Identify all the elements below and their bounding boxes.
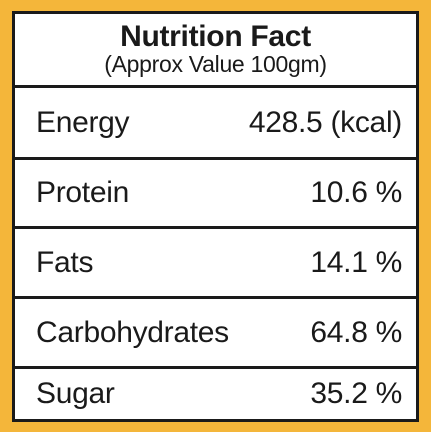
nutrition-title: Nutrition Fact xyxy=(120,20,311,53)
row-label: Carbohydrates xyxy=(36,315,229,349)
row-value: 35.2 % xyxy=(310,377,402,410)
row-label: Fats xyxy=(36,245,94,279)
row-value: 10.6 % xyxy=(310,176,402,209)
table-row-energy: Energy 428.5 (kcal) xyxy=(15,88,416,160)
row-label: Sugar xyxy=(36,377,115,410)
row-value: 428.5 (kcal) xyxy=(248,105,402,139)
table-row-protein: Protein 10.6 % xyxy=(15,160,416,229)
nutrition-subtitle: (Approx Value 100gm) xyxy=(104,51,327,77)
table-row-sugar: Sugar 35.2 % xyxy=(15,369,416,419)
nutrition-table: Nutrition Fact (Approx Value 100gm) Ener… xyxy=(12,11,419,422)
row-label: Energy xyxy=(36,105,130,139)
row-value: 14.1 % xyxy=(310,245,402,279)
row-label: Protein xyxy=(36,176,129,209)
table-row-carbohydrates: Carbohydrates 64.8 % xyxy=(15,299,416,369)
row-value: 64.8 % xyxy=(310,315,402,349)
nutrition-header: Nutrition Fact (Approx Value 100gm) xyxy=(15,14,416,88)
table-row-fats: Fats 14.1 % xyxy=(15,229,416,299)
